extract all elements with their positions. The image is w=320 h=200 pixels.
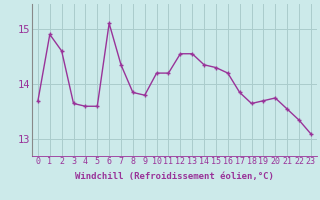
X-axis label: Windchill (Refroidissement éolien,°C): Windchill (Refroidissement éolien,°C) (75, 172, 274, 181)
